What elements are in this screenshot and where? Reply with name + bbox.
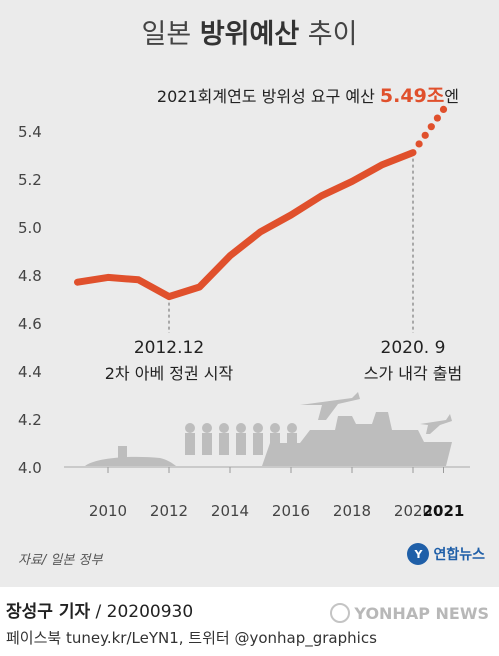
y-tick-label: 4.2 bbox=[18, 411, 42, 429]
yonhap-watermark: YONHAP NEWS bbox=[330, 603, 489, 623]
y-tick-label: 4.0 bbox=[18, 459, 42, 477]
x-tick-label: 2020 bbox=[394, 502, 432, 520]
small-jet-silhouette bbox=[420, 414, 452, 434]
callout-prefix: 2021회계연도 방위성 요구 예산 bbox=[157, 87, 380, 106]
soldier-head bbox=[202, 423, 212, 433]
soldier-head bbox=[287, 423, 297, 433]
y-tick-label: 5.2 bbox=[18, 171, 42, 189]
x-tick-label: 2010 bbox=[89, 502, 127, 520]
soldier-body bbox=[253, 433, 263, 455]
soldier-body bbox=[287, 433, 297, 455]
title-suffix: 추이 bbox=[307, 19, 358, 50]
title-emphasis: 방위예산 bbox=[199, 19, 300, 50]
budget-line bbox=[74, 149, 417, 301]
callout-value: 5.49조 bbox=[380, 85, 444, 107]
soldier-body bbox=[202, 433, 212, 455]
reporter-credit: 장성구 기자 / 20200930 bbox=[6, 597, 193, 622]
soldier-head bbox=[236, 423, 246, 433]
request-dot bbox=[421, 131, 429, 139]
soldier-body bbox=[236, 433, 246, 455]
defense-silhouette-illustration bbox=[85, 392, 452, 466]
credit-date: / 20200930 bbox=[90, 602, 194, 622]
x-tick-label: 2012 bbox=[150, 502, 188, 520]
x-tick-label: 2018 bbox=[333, 502, 371, 520]
request-dot bbox=[415, 140, 423, 148]
source-note: 자료/ 일본 정부 bbox=[18, 553, 103, 568]
watermark-icon bbox=[330, 603, 351, 623]
x-tick-label: 2014 bbox=[211, 502, 249, 520]
y-tick-label: 4.8 bbox=[18, 267, 42, 285]
reporter-name: 장성구 기자 bbox=[6, 602, 91, 622]
yonhap-logo-icon: Y bbox=[407, 543, 430, 565]
social-links: 페이스북 tuney.kr/LeYN1, 트위터 @yonhap_graphic… bbox=[6, 629, 377, 647]
chart-title: 일본 방위예산 추이 bbox=[0, 12, 499, 51]
x-tick-label: 2016 bbox=[272, 502, 310, 520]
y-tick-label: 4.4 bbox=[18, 363, 42, 381]
request-dot bbox=[433, 114, 441, 122]
soldier-body bbox=[185, 433, 195, 455]
x-tick-label: 2021 bbox=[423, 502, 465, 520]
annotation-text: 2차 아베 정권 시작 bbox=[105, 364, 234, 383]
annotation-date: 2020. 9 bbox=[381, 338, 446, 358]
y-tick-label: 5.4 bbox=[18, 123, 42, 141]
y-tick-label: 5.0 bbox=[18, 219, 42, 237]
yonhap-logo: Y 연합뉴스 bbox=[407, 541, 485, 567]
title-prefix: 일본 bbox=[141, 19, 192, 50]
annotation-date: 2012.12 bbox=[134, 338, 204, 358]
soldier-head bbox=[270, 423, 280, 433]
soldier-head bbox=[185, 423, 195, 433]
soldier-body bbox=[219, 433, 229, 455]
soldier-body bbox=[270, 433, 280, 455]
line-chart: 4.0 4.2 4.4 4.6 4.8 5.0 5.2 5.4 2010 2012 2014 2016… bbox=[18, 85, 470, 520]
request-dot bbox=[439, 105, 448, 113]
y-tick-label: 4.6 bbox=[18, 315, 42, 333]
soldier-head bbox=[219, 423, 229, 433]
callout-label: 2021회계연도 방위성 요구 예산 5.49조엔 bbox=[157, 85, 459, 107]
submarine-silhouette bbox=[85, 456, 176, 466]
callout-unit: 엔 bbox=[444, 87, 459, 106]
watermark-text: YONHAP NEWS bbox=[354, 603, 489, 623]
logo-text: 연합뉴스 bbox=[433, 547, 485, 563]
soldier-head bbox=[253, 423, 263, 433]
request-dot bbox=[427, 123, 435, 131]
chart-panel bbox=[0, 0, 499, 587]
submarine-tower bbox=[118, 446, 127, 458]
annotation-text: 스가 내각 출범 bbox=[364, 364, 463, 383]
fighter-jet-silhouette bbox=[300, 392, 360, 420]
warship-silhouette bbox=[262, 412, 452, 466]
